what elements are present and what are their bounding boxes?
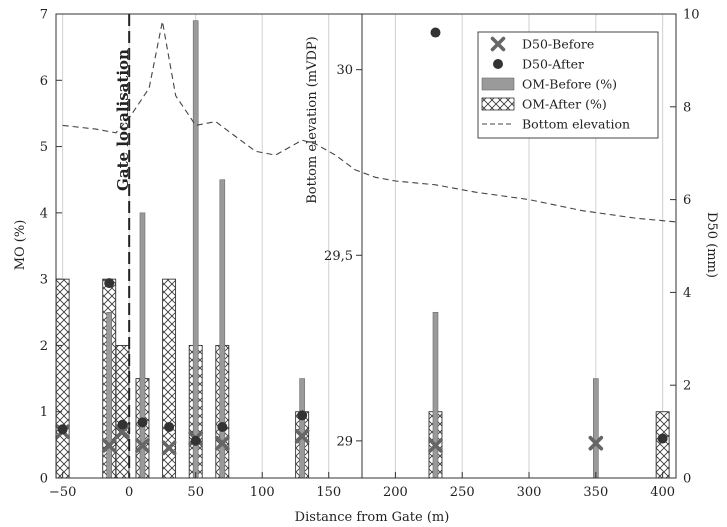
marker-d50-after-2 bbox=[117, 419, 128, 430]
y-axis-left-title: MO (%) bbox=[13, 220, 28, 271]
y-right-tick-label-0: 0 bbox=[683, 472, 691, 487]
marker-d50-before-8-glyph bbox=[428, 438, 443, 453]
y-left-tick-label-3: 3 bbox=[40, 273, 48, 288]
y-left-tick-label-7: 7 bbox=[40, 8, 48, 23]
bar-om-before-5 bbox=[432, 311, 439, 479]
bar-om-before-6 bbox=[593, 378, 599, 479]
markers-layer bbox=[55, 27, 668, 456]
bar-om-before-0 bbox=[106, 311, 113, 479]
marker-d50-after-8 bbox=[430, 27, 441, 38]
plot-frame bbox=[55, 13, 677, 479]
y-left-tick-label-2: 2 bbox=[40, 339, 48, 354]
marker-d50-before-6-glyph bbox=[215, 435, 230, 451]
legend-entry-2-symbol bbox=[481, 77, 515, 91]
y-left-tick-label-4: 4 bbox=[40, 206, 48, 221]
x-tick-label-9: 400 bbox=[650, 485, 675, 500]
axes-layer: −50 0 50 100 150 200 250 300 350 4000123456702468… bbox=[40, 8, 700, 501]
marker-d50-before-9-glyph bbox=[588, 435, 604, 451]
marker-d50-after-5 bbox=[190, 435, 201, 446]
y-axis-right-title: D50 (mm) bbox=[704, 212, 719, 278]
legend-entry-1-label: D50-After bbox=[522, 57, 584, 72]
x-tick-label-1: 0 bbox=[125, 485, 133, 500]
legend-entry-4-label: Bottom elevation bbox=[522, 117, 630, 132]
legend-entry-0-symbol-glyph bbox=[490, 36, 506, 52]
legend-entry-3-label: OM-After (%) bbox=[522, 97, 607, 112]
y-left-tick-label-5: 5 bbox=[40, 140, 48, 155]
elevation-line-layer bbox=[62, 14, 677, 478]
y-right-tick-label-1: 2 bbox=[683, 379, 691, 394]
marker-d50-before-7 bbox=[294, 428, 310, 444]
y-left-tick-label-0: 0 bbox=[40, 472, 48, 487]
marker-d50-after-9 bbox=[657, 433, 668, 444]
legend-entry-1-symbol bbox=[493, 59, 503, 69]
bottom-elevation-line bbox=[62, 21, 677, 223]
y-axis-elevation-title: Bottom elevation (mVDP) bbox=[305, 36, 320, 204]
x-axis-title: Distance from Gate (m) bbox=[295, 510, 450, 525]
marker-d50-before-8 bbox=[428, 438, 443, 453]
bar-om-before-3 bbox=[219, 179, 226, 479]
y-left-tick-label-1: 1 bbox=[40, 405, 48, 420]
marker-d50-before-1 bbox=[101, 438, 117, 453]
bar-om-before-4 bbox=[299, 378, 305, 479]
bar-om-before-1 bbox=[139, 212, 146, 479]
y-right-tick-label-3: 6 bbox=[683, 193, 691, 208]
marker-d50-after-4 bbox=[164, 421, 175, 432]
bar-om-after-9 bbox=[655, 411, 670, 479]
marker-d50-before-3-glyph bbox=[135, 438, 150, 453]
marker-d50-after-3 bbox=[137, 417, 148, 428]
legend-entry-2-label: OM-Before (%) bbox=[522, 77, 617, 92]
x-tick-label-7: 300 bbox=[517, 485, 542, 500]
legend-entry-0-label: D50-Before bbox=[522, 37, 594, 52]
marker-d50-before-6 bbox=[215, 435, 230, 451]
marker-d50-after-7 bbox=[297, 410, 308, 421]
x-tick-label-0: −50 bbox=[49, 485, 76, 500]
legend-entry-3-symbol bbox=[481, 97, 515, 111]
y-right-tick-label-5: 10 bbox=[683, 8, 700, 23]
y-elev-tick-label-0: 29 bbox=[336, 434, 353, 449]
x-tick-label-6: 250 bbox=[450, 485, 475, 500]
y-elev-tick-label-2: 30 bbox=[336, 63, 353, 78]
bar-om-after-0 bbox=[55, 278, 70, 479]
y-right-tick-label-2: 4 bbox=[683, 286, 691, 301]
marker-d50-before-7-glyph bbox=[294, 428, 310, 444]
x-tick-label-2: 50 bbox=[187, 485, 204, 500]
marker-d50-before-3 bbox=[135, 438, 150, 453]
y-elev-tick-label-1: 29,5 bbox=[324, 249, 353, 264]
marker-d50-before-1-glyph bbox=[101, 438, 117, 453]
x-tick-label-3: 100 bbox=[250, 485, 275, 500]
bar-om-after-2 bbox=[115, 344, 130, 479]
bar-om-before-2 bbox=[192, 20, 199, 479]
marker-d50-after-6 bbox=[217, 421, 228, 432]
marker-d50-before-4 bbox=[161, 440, 177, 456]
y-left-tick-label-6: 6 bbox=[40, 74, 48, 89]
x-tick-label-5: 200 bbox=[383, 485, 408, 500]
y-right-tick-label-4: 8 bbox=[683, 100, 691, 115]
marker-d50-before-9 bbox=[588, 435, 604, 451]
gate-localisation-label: Gate localisation bbox=[114, 49, 132, 191]
marker-d50-before-4-glyph bbox=[161, 440, 177, 456]
legend-entry-0-symbol bbox=[490, 36, 506, 52]
x-tick-label-8: 350 bbox=[583, 485, 608, 500]
marker-d50-after-0 bbox=[57, 424, 68, 435]
legend: D50-Before D50-After OM-Before (%) OM-After… bbox=[477, 31, 659, 139]
marker-d50-after-1 bbox=[104, 278, 115, 289]
x-tick-label-4: 150 bbox=[316, 485, 341, 500]
